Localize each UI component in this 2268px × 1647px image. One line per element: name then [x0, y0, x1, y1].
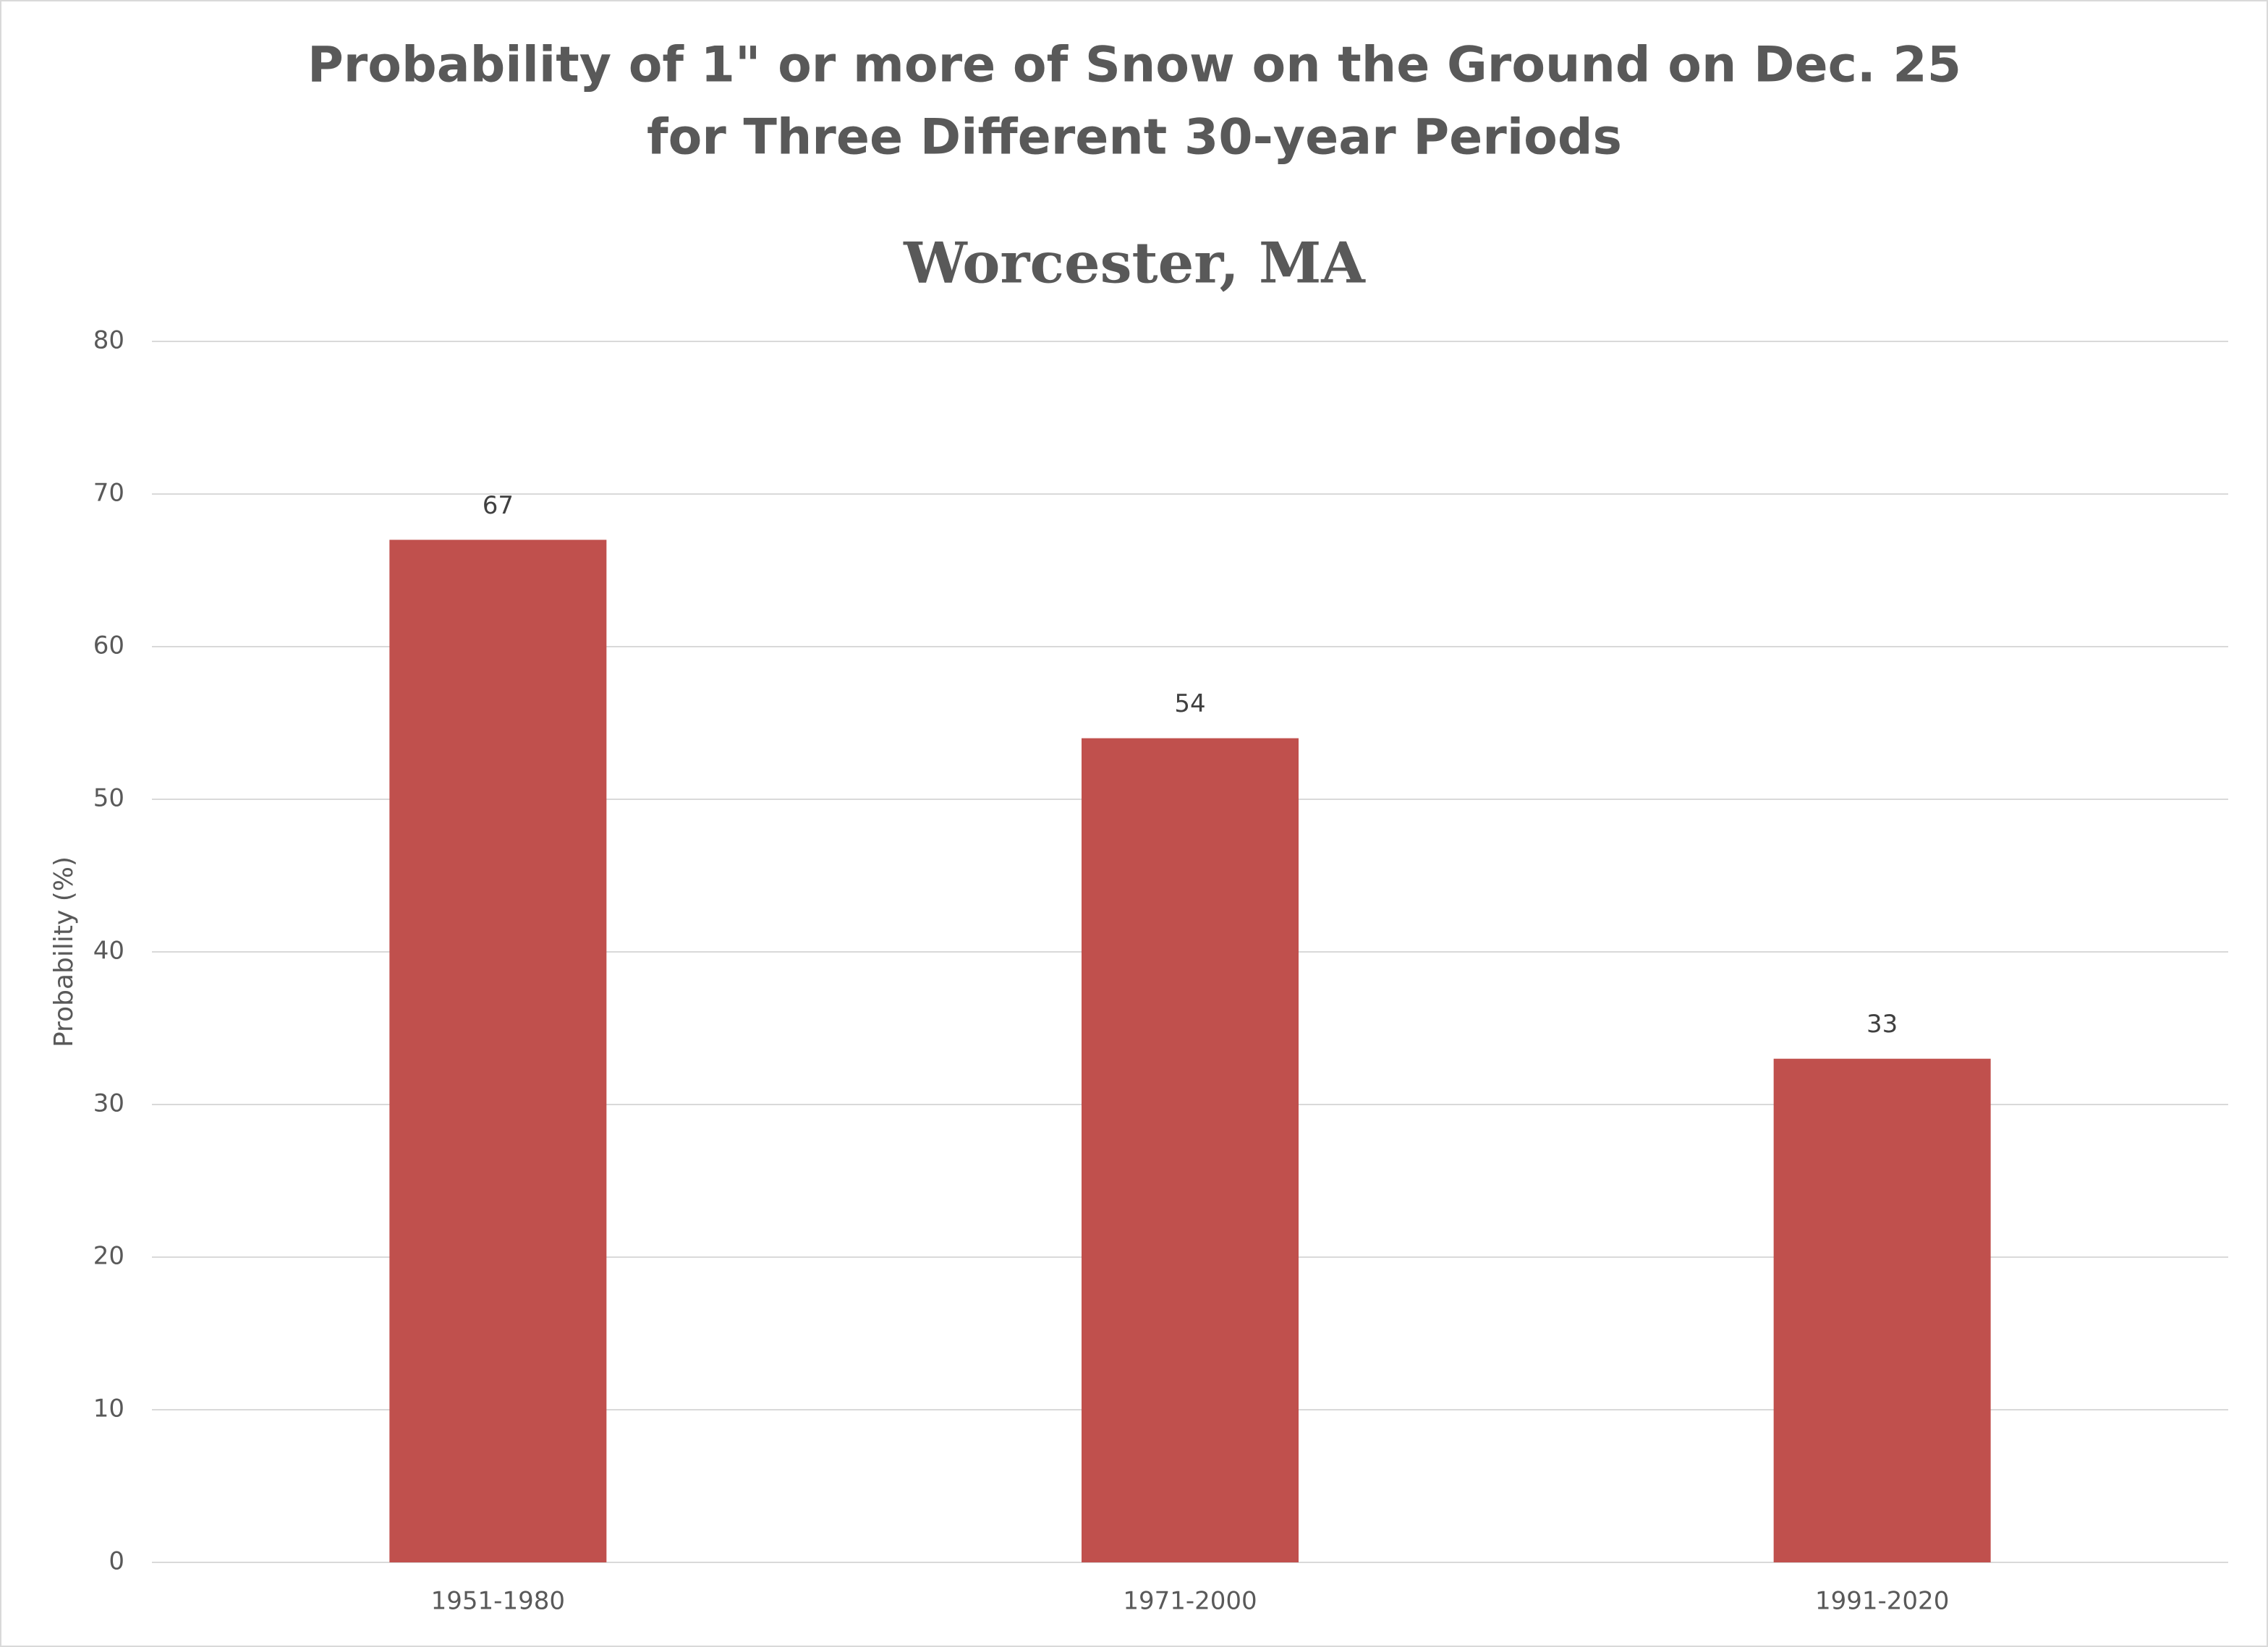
- chart-title: for Three Different 30-year Periods: [647, 109, 1622, 166]
- chart-title: Probability of 1" or more of Snow on the…: [307, 37, 1961, 94]
- y-tick-label: 10: [93, 1395, 124, 1423]
- chart-subtitle: Worcester, MA: [903, 231, 1366, 297]
- bar: [1082, 738, 1299, 1562]
- bar: [1773, 1058, 1991, 1562]
- x-tick-label: 1991-2020: [1815, 1587, 1949, 1616]
- y-tick-label: 80: [93, 326, 124, 355]
- y-axis-label: Probability (%): [49, 856, 79, 1047]
- data-label: 67: [483, 491, 514, 520]
- y-tick-label: 70: [93, 479, 124, 508]
- x-tick-label: 1971-2000: [1123, 1587, 1257, 1616]
- data-label: 33: [1866, 1010, 1898, 1039]
- y-tick-label: 40: [93, 937, 124, 966]
- y-tick-label: 60: [93, 631, 124, 660]
- y-tick-label: 20: [93, 1242, 124, 1271]
- x-tick-label: 1951-1980: [431, 1587, 565, 1616]
- data-label: 54: [1174, 689, 1205, 718]
- bar: [389, 540, 607, 1562]
- y-tick-label: 50: [93, 784, 124, 813]
- y-tick-label: 30: [93, 1089, 124, 1118]
- y-tick-label: 0: [109, 1547, 124, 1576]
